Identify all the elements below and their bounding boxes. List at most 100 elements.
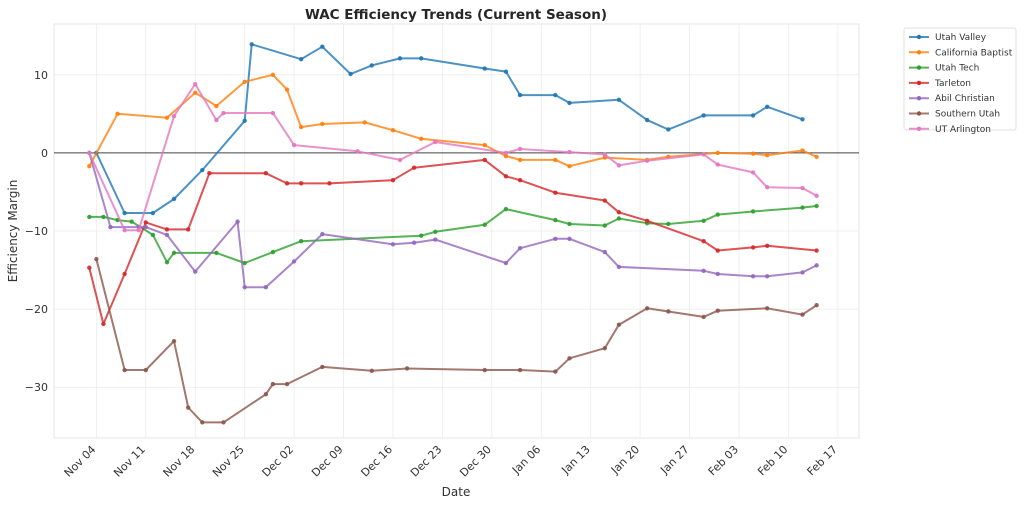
data-point <box>87 163 92 169</box>
legend-item-southern-utah: Southern Utah <box>909 110 1000 120</box>
data-point <box>715 150 720 156</box>
data-point <box>616 210 622 215</box>
data-point <box>814 248 819 253</box>
data-point <box>517 92 523 98</box>
data-point <box>249 42 254 47</box>
data-point <box>602 345 607 351</box>
data-point <box>701 218 706 224</box>
data-point <box>750 113 756 118</box>
series-utah-valley <box>94 42 805 216</box>
y-tick-label: 10 <box>34 69 48 82</box>
data-point <box>200 167 205 173</box>
x-axis-label: Date <box>442 485 471 499</box>
y-tick-labels: 10 0 −10 −20 −30 <box>25 69 48 394</box>
data-point <box>433 139 438 145</box>
data-point <box>666 309 671 314</box>
series-line-california-baptist <box>88 73 818 168</box>
data-point <box>616 216 622 221</box>
data-point <box>150 210 156 216</box>
legend-label: Tarleton <box>934 79 971 89</box>
data-point <box>320 231 325 237</box>
data-point <box>242 79 247 85</box>
data-point <box>207 170 212 176</box>
data-point <box>136 228 141 233</box>
data-point <box>411 240 417 245</box>
legend-label: Abil Christian <box>935 94 995 104</box>
data-point <box>482 157 487 163</box>
data-point <box>291 142 297 148</box>
data-point <box>701 238 706 244</box>
data-point <box>418 233 424 238</box>
data-point <box>567 100 572 106</box>
data-point <box>750 274 756 279</box>
data-point <box>567 163 572 169</box>
data-point <box>348 71 353 77</box>
legend-label: California Baptist <box>935 48 1013 58</box>
series-abil-christian <box>87 150 819 290</box>
data-point <box>369 63 374 68</box>
data-point <box>193 90 198 95</box>
y-tick-label: −10 <box>25 225 48 238</box>
data-point <box>101 321 106 327</box>
data-point <box>553 157 558 163</box>
data-point <box>750 151 756 156</box>
data-point <box>270 249 276 255</box>
data-point <box>200 420 205 425</box>
data-point <box>814 193 819 199</box>
data-point <box>503 150 509 156</box>
data-point <box>567 149 572 155</box>
data-point <box>171 338 177 344</box>
data-point <box>750 170 756 175</box>
data-point <box>122 271 127 277</box>
data-point <box>193 81 198 87</box>
data-point <box>517 157 523 163</box>
data-point <box>616 264 622 270</box>
data-point <box>553 217 558 223</box>
data-point <box>355 149 360 154</box>
data-point <box>298 238 304 244</box>
series-ut-arlington <box>87 81 819 233</box>
data-point <box>553 369 558 374</box>
legend-frame <box>903 27 1017 131</box>
data-point <box>715 248 720 253</box>
data-point <box>263 392 269 397</box>
data-point <box>602 152 607 157</box>
data-point <box>298 124 304 130</box>
data-point <box>765 104 770 110</box>
data-point <box>404 366 410 371</box>
data-point <box>270 381 276 387</box>
data-point <box>567 236 572 242</box>
data-point <box>164 115 170 120</box>
data-point <box>270 110 276 116</box>
legend-item-tarleton: Tarleton <box>909 79 971 89</box>
data-point <box>602 223 607 228</box>
data-point <box>164 260 170 265</box>
legend-label: UT Arlington <box>935 125 991 135</box>
data-point <box>214 117 219 123</box>
data-point <box>327 181 332 186</box>
y-axis-label: Efficiency Margin <box>6 180 20 283</box>
data-point <box>320 44 325 49</box>
data-point <box>87 265 92 270</box>
data-point <box>143 367 148 373</box>
data-point <box>666 127 671 132</box>
data-point <box>94 256 99 262</box>
data-point <box>765 185 770 190</box>
data-point <box>503 174 509 179</box>
data-point <box>221 420 226 425</box>
data-point <box>503 260 509 266</box>
data-point <box>418 136 424 142</box>
y-tick-label: 0 <box>41 147 48 160</box>
legend-marker <box>916 65 922 70</box>
legend-item-ut-arlington: UT Arlington <box>909 125 991 135</box>
data-point <box>87 214 92 220</box>
legend-item-utah-valley: Utah Valley <box>909 33 987 43</box>
data-point <box>715 271 720 277</box>
data-point <box>87 150 92 156</box>
data-point <box>214 103 219 109</box>
data-point <box>185 405 191 410</box>
data-point <box>320 121 325 127</box>
y-tick-label: −20 <box>25 303 48 316</box>
legend-item-abil-christian: Abil Christian <box>909 94 995 104</box>
